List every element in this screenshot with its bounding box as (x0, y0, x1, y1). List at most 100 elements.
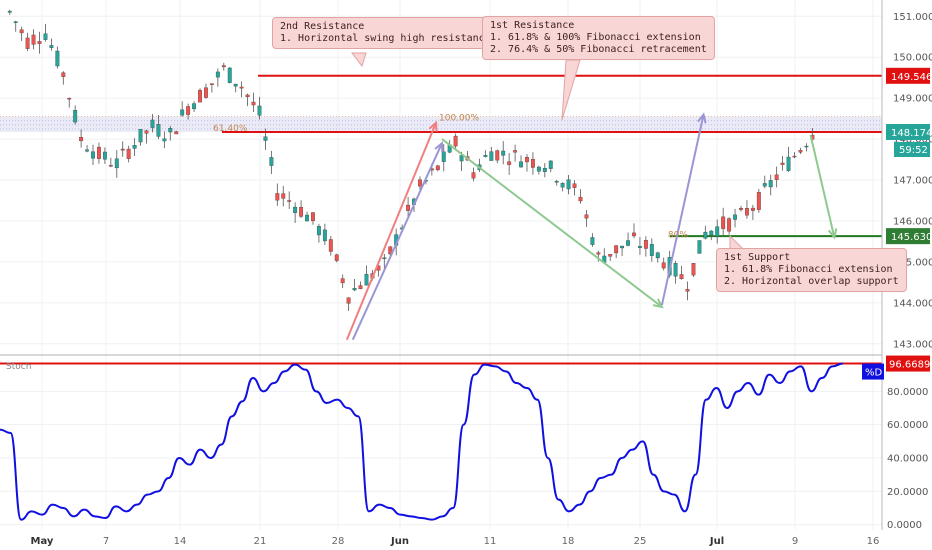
candle-body (180, 109, 185, 116)
candle-body (305, 214, 309, 222)
candle-body (590, 237, 595, 245)
price-tag-bg (886, 67, 930, 84)
stoch-line (0, 362, 844, 521)
candle-body (804, 145, 809, 148)
candle-body (221, 65, 226, 68)
fib-label: 61.40% (213, 124, 248, 134)
y-tick-label: 60.0000 (887, 420, 928, 431)
annotation-line: 1st Resistance (490, 20, 575, 31)
candle-body (215, 71, 220, 78)
trend-arrows (345, 112, 838, 341)
candle-body (316, 226, 321, 236)
price-tag-label: 145.630 (891, 232, 932, 243)
candle-body (245, 94, 250, 98)
callout-pointer (561, 59, 581, 121)
y-tick-label: 150.000 (893, 53, 932, 64)
price-tags: 149.546 148.174 145.630 59:52 96.6689 %D (862, 67, 932, 380)
price-tag-label: 149.546 (891, 72, 932, 83)
candle-body (85, 149, 89, 152)
candle-body (489, 151, 494, 161)
candle-body (566, 179, 571, 190)
candle-body (733, 214, 737, 220)
annotation-line: 1. 61.8% & 100% Fibonacci extension (490, 32, 701, 43)
x-tick-label: May (31, 536, 54, 547)
resistance-zone (0, 116, 882, 132)
candle-body (525, 157, 529, 163)
candle-body (162, 138, 167, 142)
candle-body (483, 155, 488, 157)
stoch-legend-label: %D (865, 368, 883, 379)
candle-body (655, 252, 660, 259)
annotation-line: 2. 76.4% & 50% Fibonacci retracement (490, 44, 707, 55)
candle-body (780, 162, 785, 165)
annotation-line: 2. Horizontal overlap support (724, 276, 899, 287)
y-tick-label: 143.000 (893, 339, 932, 350)
candle-body (287, 200, 292, 202)
candle-body (685, 288, 690, 292)
candle-body (275, 193, 280, 201)
x-tick-label: 11 (484, 536, 497, 547)
candle-body (114, 158, 119, 169)
candle-body (418, 179, 422, 187)
y-tick-label: 80.0000 (887, 387, 928, 398)
y-tick-label: 147.000 (893, 176, 932, 187)
candle-body (643, 239, 648, 249)
candle-body (186, 106, 191, 115)
candle-body (679, 274, 684, 280)
candle-body (703, 231, 708, 239)
candle-body (322, 229, 327, 242)
candle-body (132, 145, 137, 149)
candle-body (501, 150, 506, 156)
annotation-line: 1. Horizontal swing high resistance (280, 33, 491, 44)
y-tick-label: 151.000 (893, 12, 932, 23)
candle-body (638, 246, 642, 248)
candle-body (120, 148, 125, 151)
candle-body (97, 146, 101, 159)
candle-body (614, 245, 619, 254)
candle-body (507, 161, 512, 165)
candle-body (626, 240, 630, 246)
candle-body (43, 33, 48, 40)
candle-body (441, 151, 446, 162)
candle-body (281, 193, 286, 199)
candle-body (721, 216, 726, 229)
arrow-line (345, 122, 437, 341)
stochastic-panel[interactable]: Stoch (0, 362, 882, 521)
candle-body (168, 128, 173, 133)
candle-body (697, 240, 702, 254)
callout-pointer (350, 52, 367, 68)
candle-body (198, 89, 202, 103)
candle-body (649, 244, 654, 256)
candle-body (192, 103, 197, 110)
candle-body (346, 297, 351, 304)
x-tick-label: 14 (174, 536, 187, 547)
countdown-bg (894, 141, 930, 157)
price-tag-bg (886, 123, 930, 140)
x-tick-label: 28 (332, 536, 345, 547)
candle-body (73, 110, 78, 123)
candle-body (756, 192, 761, 210)
stoch-value-bg (886, 355, 930, 372)
candle-body (661, 262, 666, 269)
candle-body (459, 155, 464, 162)
candle-body (786, 156, 791, 171)
candle-body (750, 207, 755, 211)
candle-body (792, 155, 797, 158)
arrow-line (351, 142, 443, 341)
candle-body (632, 232, 636, 237)
price-panel[interactable]: 100.00% 61.40% 80% (0, 9, 882, 341)
candle-body (13, 21, 18, 23)
candle-body (388, 246, 393, 255)
candle-body (560, 183, 565, 188)
candle-body (608, 254, 613, 257)
candle-body (108, 165, 113, 167)
candle-body (435, 165, 440, 171)
candle-body (328, 239, 333, 252)
candle-body (382, 257, 387, 260)
candle-body (25, 37, 30, 49)
annotation-1st-resistance: 1st Resistance 1. 61.8% & 100% Fibonacci … (482, 16, 715, 60)
candle-body (453, 135, 458, 147)
x-tick-label: 7 (103, 536, 109, 547)
candle-body (31, 34, 36, 45)
